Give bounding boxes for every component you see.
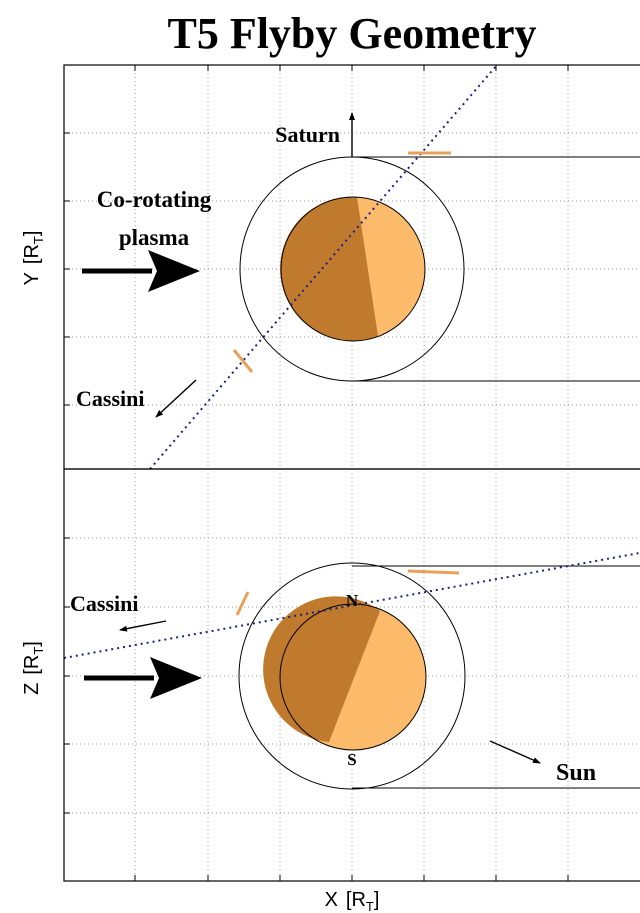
- cassini-trajectory-bottom: [64, 551, 640, 659]
- trajectory-marker-entry-bottom: [235, 591, 250, 616]
- north-pole-label: N: [346, 591, 359, 610]
- bottom-panel: [64, 551, 640, 790]
- tick-marks: [64, 65, 569, 881]
- trajectory-marker-exit-bottom: [407, 569, 460, 575]
- titan-nightside-bottom: [263, 596, 380, 742]
- plasma-flow-arrow-top: [82, 250, 200, 292]
- corotating-plasma-label-line2: plasma: [119, 225, 190, 250]
- z-axis-label-bottom: Z[RT]: [21, 641, 46, 695]
- saturn-label: Saturn: [275, 122, 340, 147]
- x-axis-label: X [RT]: [325, 889, 380, 913]
- corotating-plasma-label-line1: Co-rotating: [97, 187, 212, 212]
- sun-direction-arrow: [489, 740, 541, 764]
- cassini-direction-arrow-top: [155, 379, 197, 418]
- cassini-label-top: Cassini: [76, 386, 144, 411]
- titan-nightside-top: [280, 196, 378, 341]
- sun-label: Sun: [556, 760, 596, 786]
- plasma-flow-arrow-bottom: [84, 657, 202, 699]
- titan-interaction-circle-bottom: [238, 562, 466, 790]
- figure-title: T5 Flyby Geometry: [167, 9, 536, 58]
- cassini-direction-arrow-bottom: [119, 620, 167, 632]
- trajectory-marker-entry-top: [232, 349, 254, 373]
- top-panel: [149, 65, 640, 469]
- titan-outline-top: [280, 196, 426, 342]
- titan-outline-bottom: [279, 603, 427, 751]
- bottom-axes-frame: [63, 468, 640, 882]
- cassini-label-bottom: Cassini: [70, 591, 138, 616]
- south-pole-label: S: [347, 750, 356, 769]
- y-axis-label-top: Y[RT]: [21, 231, 46, 286]
